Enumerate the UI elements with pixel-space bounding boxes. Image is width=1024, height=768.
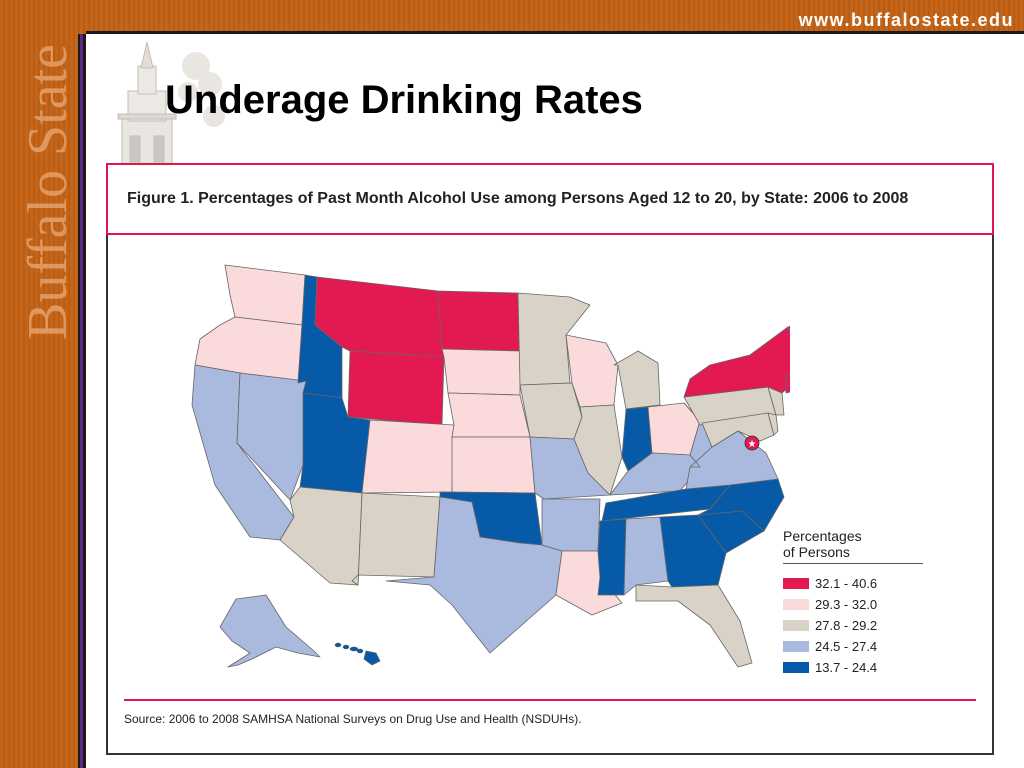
legend-item: 32.1 - 40.6 bbox=[783, 573, 923, 594]
figure-source: Source: 2006 to 2008 SAMHSA National Sur… bbox=[124, 712, 582, 726]
legend-title-line2: of Persons bbox=[783, 544, 850, 560]
legend-item: 27.8 - 29.2 bbox=[783, 615, 923, 636]
legend-swatch bbox=[783, 641, 809, 652]
state-dc bbox=[744, 435, 760, 451]
dc-star: ★ bbox=[748, 439, 757, 450]
legend-swatch bbox=[783, 578, 809, 589]
legend-item: 29.3 - 32.0 bbox=[783, 594, 923, 615]
brand-wordmark: Buffalo State bbox=[17, 43, 79, 340]
state-hi bbox=[363, 650, 381, 666]
hi-island-3 bbox=[349, 646, 359, 652]
state-ne bbox=[447, 392, 531, 438]
legend-swatch bbox=[783, 599, 809, 610]
top-rule bbox=[86, 31, 1024, 34]
figure-header bbox=[106, 163, 994, 235]
figure-title: Figure 1. Percentages of Past Month Alco… bbox=[127, 190, 909, 207]
brand-logo: Buffalo State bbox=[16, 30, 80, 350]
state-de bbox=[767, 412, 779, 436]
legend-swatch bbox=[783, 662, 809, 673]
dc-marker: ★ bbox=[744, 435, 760, 451]
legend-item: 24.5 - 27.4 bbox=[783, 636, 923, 657]
state-il bbox=[573, 404, 623, 496]
us-state-map: ★ bbox=[191, 264, 790, 668]
slide-title: Underage Drinking Rates bbox=[165, 78, 643, 122]
state-ny bbox=[683, 326, 790, 398]
state-ak bbox=[219, 594, 321, 668]
state-ia bbox=[519, 382, 583, 440]
hi-island-4 bbox=[356, 648, 364, 654]
state-nd bbox=[437, 290, 521, 352]
state-al bbox=[623, 516, 669, 596]
state-wa bbox=[224, 264, 306, 326]
state-ct bbox=[785, 374, 790, 394]
legend-title: Percentages of Persons bbox=[783, 528, 923, 564]
purple-divider bbox=[80, 34, 83, 768]
state-sd bbox=[441, 348, 521, 396]
state-co bbox=[361, 419, 455, 494]
hawaii-small-islands bbox=[334, 642, 364, 654]
sidebar-band bbox=[0, 0, 78, 768]
state-ar bbox=[541, 498, 601, 552]
site-url[interactable]: www.buffalostate.edu bbox=[798, 10, 1014, 30]
legend-items: 32.1 - 40.6 29.3 - 32.0 27.8 - 29.2 24.5… bbox=[783, 573, 923, 678]
state-fl bbox=[635, 584, 753, 668]
state-ks bbox=[451, 436, 536, 494]
legend-label: 24.5 - 27.4 bbox=[815, 639, 878, 654]
hi-island-2 bbox=[342, 644, 350, 650]
legend-label: 13.7 - 24.4 bbox=[815, 660, 878, 675]
legend-label: 29.3 - 32.0 bbox=[815, 597, 878, 612]
hi-island-1 bbox=[334, 642, 342, 648]
legend-item: 13.7 - 24.4 bbox=[783, 657, 923, 678]
figure-footer-rule bbox=[124, 699, 976, 701]
map-legend: Percentages of Persons 32.1 - 40.6 29.3 … bbox=[783, 528, 923, 678]
header-band bbox=[0, 0, 1024, 34]
legend-title-line1: Percentages bbox=[783, 528, 862, 544]
state-az bbox=[279, 486, 363, 586]
state-ms bbox=[597, 518, 627, 596]
state-mi bbox=[613, 350, 661, 410]
legend-label: 32.1 - 40.6 bbox=[815, 576, 878, 591]
state-nv bbox=[236, 372, 307, 501]
state-nm bbox=[351, 492, 441, 586]
state-wy bbox=[347, 350, 445, 426]
state-vt bbox=[787, 326, 790, 335]
legend-swatch bbox=[783, 620, 809, 631]
legend-label: 27.8 - 29.2 bbox=[815, 618, 878, 633]
